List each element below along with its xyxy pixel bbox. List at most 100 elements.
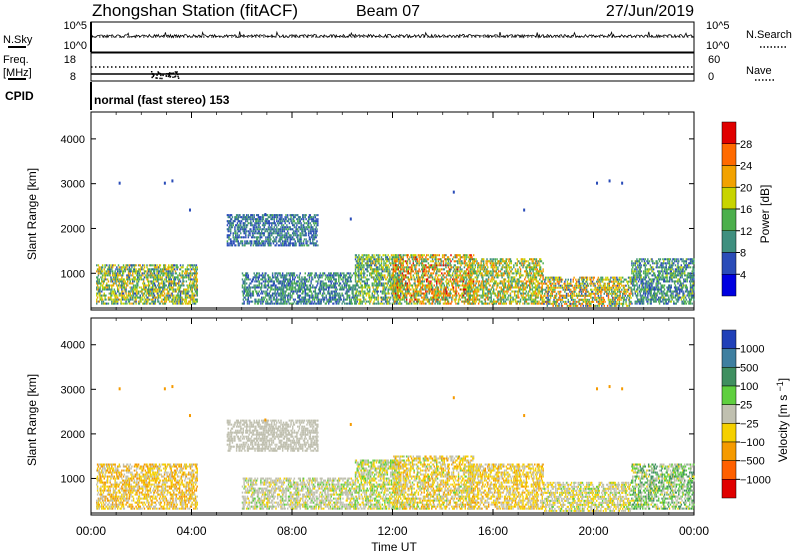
range-gate-pixel <box>439 254 440 256</box>
range-gate-pixel <box>104 266 105 268</box>
range-gate-pixel <box>137 278 138 280</box>
range-gate-pixel <box>276 220 277 222</box>
nave-dot <box>169 76 171 78</box>
range-gate-pixel <box>248 284 249 286</box>
range-gate-pixel <box>265 286 266 288</box>
range-gate-pixel <box>239 214 240 216</box>
range-gate-pixel <box>288 228 289 230</box>
range-gate-pixel <box>166 284 167 286</box>
range-gate-pixel <box>318 301 319 303</box>
range-gate-pixel <box>130 293 131 295</box>
range-gate-pixel <box>383 260 384 262</box>
range-gate-pixel <box>123 266 124 268</box>
range-gate-pixel <box>460 272 461 274</box>
range-gate-pixel <box>435 274 436 276</box>
range-gate-pixel <box>418 274 419 276</box>
range-gate-pixel <box>443 262 444 264</box>
range-gate-pixel <box>363 274 364 276</box>
range-gate-pixel <box>455 280 456 282</box>
range-gate-pixel <box>276 299 277 301</box>
range-gate-pixel <box>445 288 446 290</box>
range-gate-pixel <box>149 268 150 270</box>
range-gate-pixel <box>155 288 156 290</box>
range-gate-pixel <box>393 274 394 276</box>
range-gate-pixel <box>458 303 459 305</box>
range-gate-pixel <box>460 254 461 256</box>
range-gate-pixel <box>419 258 420 260</box>
range-gate-pixel <box>435 254 436 256</box>
range-gate-pixel <box>393 254 394 256</box>
date-label: 27/Jun/2019 <box>606 3 694 20</box>
range-gate-pixel <box>236 216 237 218</box>
range-gate-pixel <box>409 295 410 297</box>
range-gate-pixel <box>406 266 407 268</box>
range-gate-pixel <box>458 258 459 260</box>
range-gate-pixel <box>163 295 164 297</box>
range-gate-pixel <box>258 222 259 224</box>
range-gate-pixel <box>142 272 143 274</box>
range-gate-pixel <box>281 238 282 240</box>
range-gate-pixel <box>302 232 303 234</box>
range-gate-pixel <box>244 280 245 282</box>
range-gate-pixel <box>116 266 117 268</box>
range-gate-pixel <box>253 226 254 228</box>
range-gate-pixel <box>344 284 345 286</box>
range-gate-pixel <box>168 299 169 301</box>
range-gate-pixel <box>135 268 136 270</box>
range-gate-pixel <box>146 270 147 272</box>
range-gate-pixel <box>374 297 375 299</box>
range-gate-pixel <box>254 280 255 282</box>
range-gate-pixel <box>369 299 370 301</box>
range-gate-pixel <box>432 291 433 293</box>
range-gate-pixel <box>140 264 141 266</box>
range-gate-pixel <box>317 218 318 220</box>
range-gate-pixel <box>423 288 424 290</box>
range-gate-pixel <box>315 234 316 236</box>
range-gate-pixel <box>446 284 447 286</box>
range-gate-pixel <box>435 291 436 293</box>
range-gate-pixel <box>293 242 294 244</box>
range-gate-pixel <box>150 280 151 282</box>
range-gate-pixel <box>310 224 311 226</box>
range-gate-pixel <box>297 228 298 230</box>
range-gate-pixel <box>144 282 145 284</box>
range-gate-pixel <box>453 256 454 258</box>
range-gate-pixel <box>310 222 311 224</box>
range-gate-pixel <box>427 274 428 276</box>
range-gate-pixel <box>128 272 129 274</box>
range-gate-pixel <box>228 238 229 240</box>
range-gate-pixel <box>393 266 394 268</box>
range-gate-pixel <box>403 264 404 266</box>
range-gate-pixel <box>435 260 436 262</box>
range-gate-pixel <box>367 266 368 268</box>
range-gate-pixel <box>308 224 309 226</box>
range-gate-pixel <box>274 222 275 224</box>
range-gate-pixel <box>128 293 129 295</box>
range-gate-pixel <box>394 280 395 282</box>
range-gate-pixel <box>296 230 297 232</box>
range-gate-pixel <box>236 224 237 226</box>
range-gate-pixel <box>372 282 373 284</box>
range-gate-pixel <box>450 268 451 270</box>
range-gate-pixel <box>288 293 289 295</box>
range-gate-pixel <box>408 286 409 288</box>
range-gate-pixel <box>417 303 418 305</box>
range-gate-pixel <box>160 268 161 270</box>
range-gate-pixel <box>229 216 230 218</box>
range-gate-pixel <box>180 274 181 276</box>
range-gate-pixel <box>355 301 356 303</box>
range-gate-pixel <box>165 264 166 266</box>
range-gate-pixel <box>140 299 141 301</box>
range-gate-pixel <box>288 218 289 220</box>
range-gate-pixel <box>176 291 177 293</box>
range-gate-pixel <box>187 288 188 290</box>
range-gate-pixel <box>136 291 137 293</box>
range-gate-pixel <box>382 282 383 284</box>
range-gate-pixel <box>280 234 281 236</box>
range-gate-pixel <box>396 260 397 262</box>
range-gate-pixel <box>258 214 259 216</box>
range-gate-pixel <box>358 262 359 264</box>
range-gate-pixel <box>259 222 260 224</box>
range-gate-pixel <box>405 291 406 293</box>
range-gate-pixel <box>303 291 304 293</box>
